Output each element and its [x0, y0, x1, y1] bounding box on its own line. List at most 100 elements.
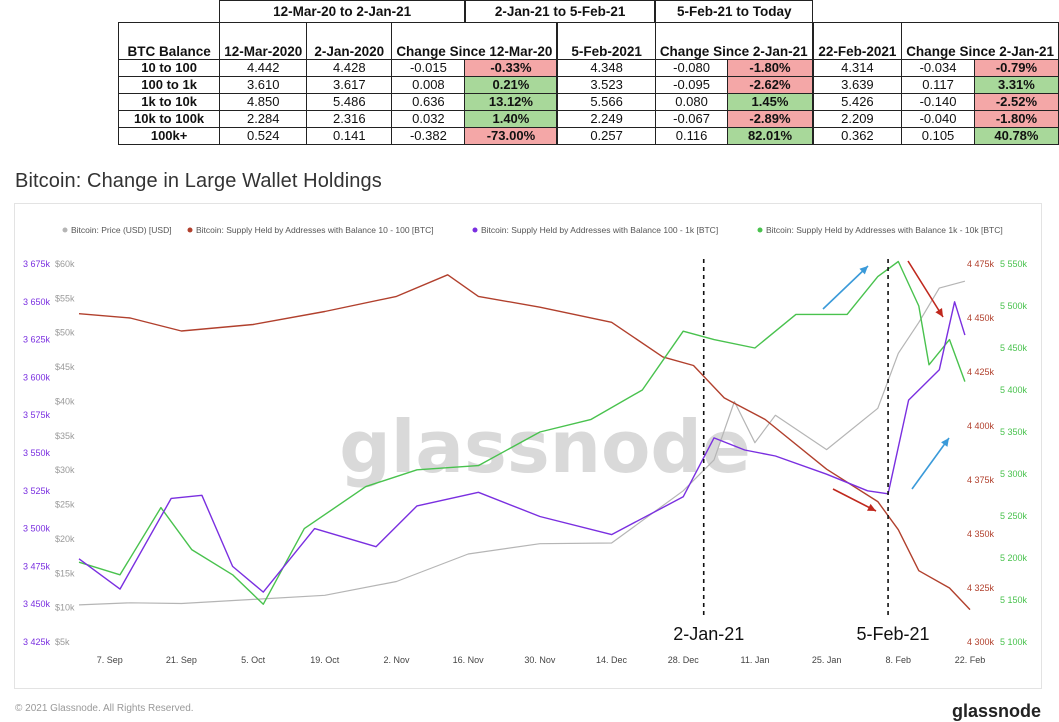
value-cell: 0.032 — [391, 110, 466, 128]
value-cell: 3.523 — [556, 76, 656, 94]
value-cell: 4.428 — [306, 59, 393, 77]
legend-marker-price — [62, 227, 68, 233]
period-header-3: 5-Feb-21 to Today — [654, 0, 814, 23]
y-right-tick-label-green: 5 150k — [1000, 595, 1028, 605]
chart-panel: glassnode Bitcoin: Price (USD) [USD] Bitco… — [14, 203, 1042, 689]
value-cell: 0.117 — [901, 76, 975, 94]
row-label: 100 to 1k — [117, 76, 221, 94]
price-axis-tick-label: $50k — [55, 328, 75, 338]
price-axis-tick-label: $45k — [55, 362, 75, 372]
legend-label-s10_100: Bitcoin: Supply Held by Addresses with B… — [196, 225, 434, 235]
trend-arrow-up-2 — [911, 437, 950, 490]
value-cell: 2.249 — [556, 110, 656, 128]
pct-change-cell: -1.80% — [727, 59, 814, 77]
pct-change-cell: -2.62% — [727, 76, 814, 94]
value-cell: 0.636 — [391, 93, 466, 111]
y-left-tick-label: 3 650k — [23, 297, 51, 307]
legend-label-price: Bitcoin: Price (USD) [USD] — [71, 225, 172, 235]
watermark-text: glassnode — [339, 405, 751, 489]
value-cell: 4.348 — [556, 59, 656, 77]
value-cell: 0.524 — [219, 127, 308, 145]
value-cell: 5.566 — [556, 93, 656, 111]
value-cell: 2.209 — [811, 110, 903, 128]
pct-change-cell: 0.21% — [464, 76, 558, 94]
pct-change-cell: 1.40% — [464, 110, 558, 128]
value-cell: 4.314 — [811, 59, 903, 77]
y-left-tick-label: 3 450k — [23, 599, 51, 609]
col-header: 5-Feb-2021 — [556, 22, 656, 60]
y-right-tick-label-green: 5 500k — [1000, 301, 1028, 311]
col-header: Change Since 2-Jan-21 — [654, 22, 814, 60]
value-cell: 3.610 — [219, 76, 308, 94]
y-right-tick-label-red: 4 350k — [967, 529, 995, 539]
value-cell: 4.850 — [219, 93, 308, 111]
pct-change-cell: -0.79% — [973, 59, 1059, 77]
balance-change-table: 12-Mar-20 to 2-Jan-21 2-Jan-21 to 5-Feb-… — [117, 0, 1059, 145]
value-cell: 2.284 — [219, 110, 308, 128]
y-right-tick-label-red: 4 325k — [967, 583, 995, 593]
x-tick-label: 22. Feb — [955, 655, 986, 665]
y-left-tick-label: 3 475k — [23, 561, 51, 571]
y-right-tick-label-green: 5 100k — [1000, 637, 1028, 647]
pct-change-cell: 40.78% — [973, 127, 1059, 145]
x-tick-label: 5. Oct — [241, 655, 266, 665]
value-cell: 5.486 — [306, 93, 393, 111]
y-right-tick-label-red: 4 375k — [967, 475, 995, 485]
series-line-s100_1k — [78, 301, 966, 593]
y-right-tick-label-green: 5 250k — [1000, 511, 1028, 521]
price-axis-tick-label: $55k — [55, 293, 75, 303]
value-cell: -0.034 — [901, 59, 975, 77]
y-right-tick-label-red: 4 475k — [967, 259, 995, 269]
legend-marker-s100_1k — [472, 227, 478, 233]
price-axis-tick-label: $30k — [55, 465, 75, 475]
row-label: 1k to 10k — [117, 93, 221, 111]
pct-change-cell: 1.45% — [727, 93, 814, 111]
pct-change-cell: -2.52% — [973, 93, 1059, 111]
legend-label-s1k_10k: Bitcoin: Supply Held by Addresses with B… — [766, 225, 1003, 235]
event-marker-label: 2-Jan-21 — [673, 624, 744, 644]
pct-change-cell: 13.12% — [464, 93, 558, 111]
value-cell: 2.316 — [306, 110, 393, 128]
y-left-tick-label: 3 550k — [23, 448, 51, 458]
table-row: 10 to 100 4.442 4.428 -0.015 -0.33% 4.348 -0.0… — [117, 59, 1059, 77]
period-header-1: 12-Mar-20 to 2-Jan-21 — [219, 0, 466, 23]
pct-change-cell: -1.80% — [973, 110, 1059, 128]
value-cell: 0.105 — [901, 127, 975, 145]
y-right-tick-label-green: 5 450k — [1000, 343, 1028, 353]
y-left-tick-label: 3 525k — [23, 486, 51, 496]
price-axis-tick-label: $10k — [55, 603, 75, 613]
value-cell: 0.008 — [391, 76, 466, 94]
series-line-price — [78, 280, 966, 606]
y-right-tick-label-red: 4 300k — [967, 637, 995, 647]
table-row: 1k to 10k 4.850 5.486 0.636 13.12% 5.566 0.080… — [117, 93, 1059, 111]
value-cell: 5.426 — [811, 93, 903, 111]
pct-change-cell: -0.33% — [464, 59, 558, 77]
pct-change-cell: 3.31% — [973, 76, 1059, 94]
y-right-tick-label-red: 4 425k — [967, 367, 995, 377]
pct-change-cell: 82.01% — [727, 127, 814, 145]
trend-arrow-down-1-head — [935, 308, 943, 317]
table-row: 100k+ 0.524 0.141 -0.382 -73.00% 0.257 0.116 82… — [117, 127, 1059, 145]
series-line-s1k_10k — [78, 260, 966, 605]
row-label: 10k to 100k — [117, 110, 221, 128]
price-axis-tick-label: $40k — [55, 396, 75, 406]
x-tick-label: 19. Oct — [310, 655, 340, 665]
col-header: Change Since 2-Jan-21 — [901, 22, 1059, 60]
y-right-tick-label-green: 5 350k — [1000, 427, 1028, 437]
col-header: 2-Jan-2020 — [306, 22, 393, 60]
chart-heading: Bitcoin: Change in Large Wallet Holdings — [15, 170, 382, 192]
x-tick-label: 7. Sep — [97, 655, 123, 665]
x-tick-label: 30. Nov — [524, 655, 556, 665]
price-axis-tick-label: $5k — [55, 637, 70, 647]
x-tick-label: 21. Sep — [166, 655, 197, 665]
value-cell: 0.116 — [654, 127, 729, 145]
price-axis-tick-label: $25k — [55, 500, 75, 510]
y-left-tick-label: 3 500k — [23, 524, 51, 534]
value-cell: 0.362 — [811, 127, 903, 145]
y-left-tick-label: 3 675k — [23, 259, 51, 269]
y-left-tick-label: 3 600k — [23, 372, 51, 382]
event-marker-label: 5-Feb-21 — [857, 624, 930, 644]
y-right-tick-label-green: 5 400k — [1000, 385, 1028, 395]
x-tick-label: 2. Nov — [383, 655, 410, 665]
table-row: 100 to 1k 3.610 3.617 0.008 0.21% 3.523 -0.095… — [117, 76, 1059, 94]
